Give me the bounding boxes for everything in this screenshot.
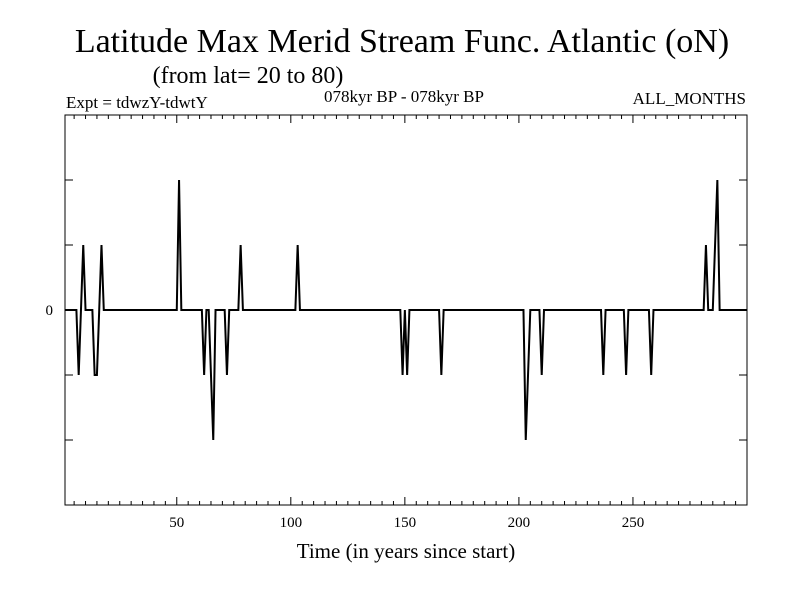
chart-title: Latitude Max Merid Stream Func. Atlantic…	[75, 23, 729, 60]
x-axis-label: Time (in years since start)	[297, 539, 516, 563]
series-line	[65, 179, 747, 441]
y-tick-label: 0	[46, 303, 54, 319]
axis-ticks	[65, 115, 747, 505]
x-tick-label: 50	[169, 515, 184, 531]
experiment-label: Expt = tdwzY-tdwtY	[66, 93, 208, 112]
months-label: ALL_MONTHS	[633, 89, 746, 108]
tick-labels: 50 100 150 200 250 0	[46, 303, 645, 531]
period-label: 078kyr BP - 078kyr BP	[324, 87, 484, 106]
x-tick-label: 200	[508, 515, 531, 531]
x-tick-label: 250	[622, 515, 645, 531]
series-layer	[65, 179, 747, 441]
chart-subtitle: (from lat= 20 to 80)	[153, 63, 344, 89]
x-tick-label: 150	[394, 515, 417, 531]
x-tick-label: 100	[280, 515, 303, 531]
